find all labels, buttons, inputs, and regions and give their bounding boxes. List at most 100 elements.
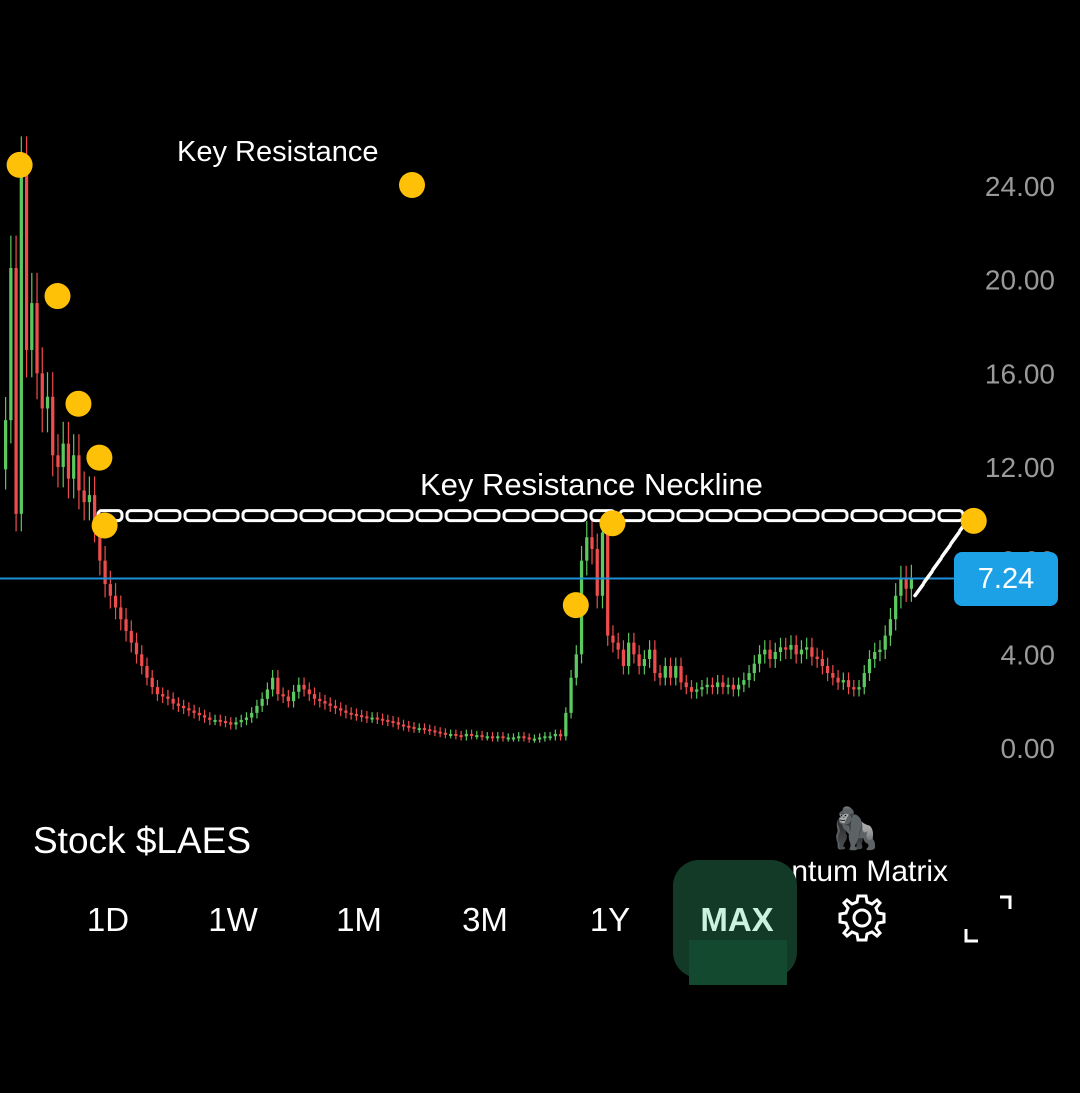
candle-body xyxy=(113,595,118,608)
candle-body xyxy=(176,703,181,706)
tab-1y[interactable]: 1Y xyxy=(589,901,631,938)
candle-body xyxy=(637,654,641,667)
candle-body xyxy=(344,710,348,713)
neckline-link xyxy=(125,509,153,523)
candle-body xyxy=(271,677,275,690)
candle-body xyxy=(862,673,866,688)
candle-body xyxy=(522,736,526,739)
key-resistance-marker xyxy=(399,172,425,198)
candle-body xyxy=(260,698,264,706)
candle-body xyxy=(380,718,385,721)
candle-body xyxy=(909,578,914,589)
resistance-marker xyxy=(65,390,92,417)
candle-body xyxy=(155,687,160,695)
candle-body xyxy=(61,443,65,467)
candle-body xyxy=(72,455,76,479)
candle-body xyxy=(443,732,448,735)
candle-body xyxy=(239,719,243,723)
resistance-marker xyxy=(86,444,113,471)
neckline-link xyxy=(531,509,559,523)
candle-body xyxy=(784,647,788,650)
candle-body xyxy=(873,651,877,660)
tab-1d[interactable]: 1D xyxy=(86,901,130,938)
fullscreen-icon[interactable] xyxy=(962,895,1014,943)
candle-body xyxy=(600,532,605,596)
candle-body xyxy=(396,722,400,725)
candle-body xyxy=(281,694,285,697)
candle-body xyxy=(87,495,92,503)
resistance-marker xyxy=(91,512,118,539)
candle-body xyxy=(836,677,840,683)
breakout-link xyxy=(913,582,925,598)
candle-body xyxy=(517,736,521,739)
candle-body xyxy=(19,174,23,514)
candle-body xyxy=(532,738,537,741)
candle-body xyxy=(805,647,809,650)
neckline-label: Key Resistance Neckline xyxy=(420,467,763,502)
neckline-link xyxy=(705,509,733,523)
candle-body xyxy=(286,696,290,702)
candle-body xyxy=(438,731,442,734)
candle-body xyxy=(370,717,374,720)
key-resistance-label: Key Resistance xyxy=(177,136,379,168)
neckline-link xyxy=(879,509,907,523)
candle-body xyxy=(82,490,86,503)
neckline-link xyxy=(908,509,936,523)
candle-body xyxy=(632,642,636,655)
candle-body xyxy=(611,635,615,643)
candle-body xyxy=(119,607,123,620)
candle-body xyxy=(360,715,364,718)
candle-body xyxy=(391,721,395,724)
candle-body xyxy=(789,644,793,650)
candle-body xyxy=(590,537,594,549)
candle-body xyxy=(899,579,903,596)
tab-1w[interactable]: 1W xyxy=(208,901,258,938)
candle-body xyxy=(108,584,112,596)
candle-body xyxy=(250,712,254,718)
candle-body xyxy=(496,736,500,739)
candle-body xyxy=(731,684,735,690)
candle-body xyxy=(480,735,484,738)
candle-body xyxy=(40,373,44,409)
candle-body xyxy=(700,687,704,690)
candle-body xyxy=(768,649,772,660)
neckline-link xyxy=(357,509,385,523)
resistance-marker xyxy=(6,151,33,178)
candle-body xyxy=(182,705,186,709)
candle-body xyxy=(658,673,662,678)
candle-body xyxy=(757,654,762,664)
candle-body xyxy=(627,642,631,667)
tab-3m[interactable]: 3M xyxy=(462,901,508,938)
y-tick-label: 16.00 xyxy=(985,358,1055,389)
candle-body xyxy=(433,730,437,733)
candle-body xyxy=(553,733,557,737)
candle-body xyxy=(213,719,217,722)
tab-1m[interactable]: 1M xyxy=(336,901,382,938)
tab-max[interactable]: MAX xyxy=(700,901,774,938)
candle-body xyxy=(365,716,369,719)
y-tick-label: 20.00 xyxy=(985,265,1055,296)
candle-body xyxy=(888,619,893,636)
gear-icon[interactable] xyxy=(836,892,888,944)
candle-body xyxy=(328,703,332,706)
candle-body xyxy=(386,719,390,722)
candle-body xyxy=(852,687,856,690)
candle-body xyxy=(475,735,479,738)
candle-body xyxy=(401,724,406,727)
neckline-link xyxy=(473,509,501,523)
neckline-link xyxy=(734,509,762,523)
candle-body xyxy=(894,595,898,620)
candle-body xyxy=(307,689,311,695)
current-price-badge: 7.24 xyxy=(954,552,1058,606)
candle-body xyxy=(202,715,207,718)
candle-body xyxy=(527,737,531,740)
neckline-link xyxy=(560,509,588,523)
candle-body xyxy=(412,726,416,729)
candle-body xyxy=(103,560,107,585)
candle-body xyxy=(407,725,411,728)
candle-body xyxy=(548,736,552,739)
neckline-link xyxy=(821,509,849,523)
candle-body xyxy=(820,659,824,667)
neckline-link xyxy=(647,509,675,523)
candle-body xyxy=(323,701,327,704)
